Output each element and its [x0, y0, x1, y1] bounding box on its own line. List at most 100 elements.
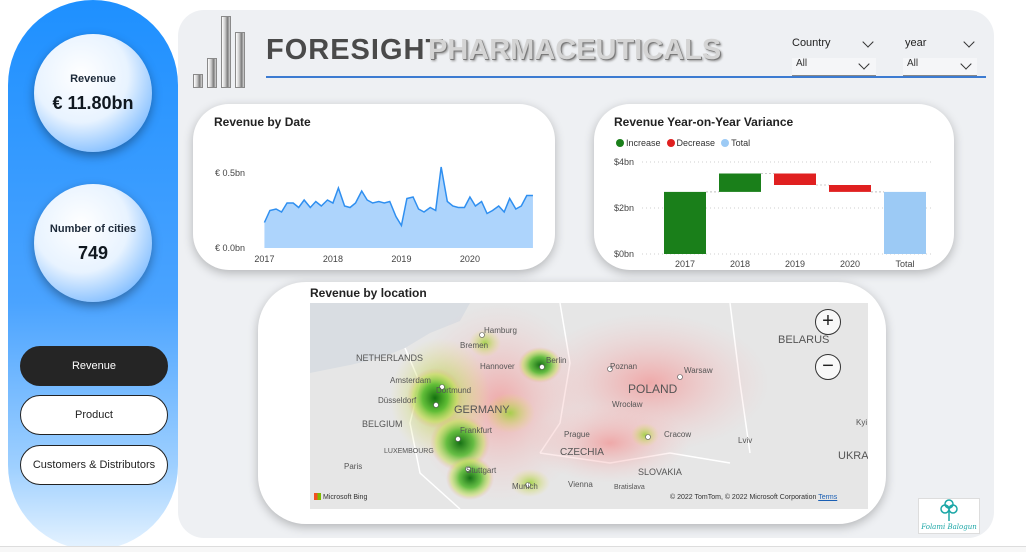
revenue-by-date-chart[interactable]: € 0.5bn € 0.0bn 2017 2018 2019 2020	[193, 104, 555, 270]
slicer-country-label: Country	[792, 37, 831, 49]
map-canvas[interactable]: Hamburg Bremen Hannover Berlin NETHERLAN…	[310, 303, 868, 509]
data-point	[331, 201, 335, 205]
nav-customers-button[interactable]: Customers & Distributors	[20, 445, 168, 485]
waterfall-bar	[664, 191, 706, 254]
map-label: Amsterdam	[390, 376, 431, 385]
x-tick-label: 2018	[323, 254, 343, 264]
map-label: UKRA	[838, 450, 868, 462]
waterfall-bar	[719, 173, 761, 192]
legend-total[interactable]: Total	[721, 138, 750, 148]
data-point	[382, 201, 386, 205]
data-point	[485, 212, 489, 216]
map-zoom-in-button[interactable]: +	[815, 309, 841, 335]
map-zoom-out-button[interactable]: −	[815, 354, 841, 380]
map-sea	[310, 303, 470, 373]
data-point	[399, 224, 403, 228]
map-label: Dortmund	[436, 386, 471, 395]
x-tick-label: 2020	[840, 259, 860, 269]
x-tick-label: 2020	[460, 254, 480, 264]
legend-decrease[interactable]: Decrease	[666, 138, 715, 148]
map-label: Stuttgart	[466, 466, 497, 475]
map-terms-link[interactable]: Terms	[818, 494, 838, 501]
city-marker[interactable]	[439, 384, 445, 390]
data-point	[456, 206, 460, 210]
map-label: Kyi	[856, 418, 867, 427]
revenue-map[interactable]: Hamburg Bremen Hannover Berlin NETHERLAN…	[310, 303, 868, 509]
map-bing-credit: Microsoft Bing	[314, 493, 367, 501]
data-point	[336, 186, 340, 190]
data-point	[451, 204, 455, 208]
x-tick-label: 2019	[391, 254, 411, 264]
city-marker[interactable]	[479, 332, 485, 338]
slicer-year-dropdown[interactable]: All	[903, 58, 977, 76]
data-point	[428, 206, 432, 210]
signature-text: Folami Balogun	[921, 523, 977, 531]
kpi-revenue-value: € 11.80bn	[52, 92, 134, 113]
data-point	[274, 207, 278, 211]
slicer-country-dropdown[interactable]: All	[792, 58, 876, 76]
map-label: BELARUS	[778, 334, 829, 346]
city-marker[interactable]	[525, 482, 531, 488]
data-point	[462, 206, 466, 210]
legend-increase[interactable]: Increase	[616, 138, 661, 148]
data-point	[365, 198, 369, 202]
revenue-by-date-title: Revenue by Date	[214, 115, 311, 129]
data-point	[325, 198, 329, 202]
slicer-country-value: All	[796, 58, 808, 69]
data-point	[371, 201, 375, 205]
kpi-revenue-label: Revenue	[70, 72, 116, 85]
city-marker[interactable]	[433, 402, 439, 408]
brand-name-foresight: FORESIGHT	[266, 34, 445, 66]
data-point	[514, 207, 518, 211]
x-tick-label: Total	[895, 259, 914, 269]
slicer-year-label: year	[905, 37, 927, 49]
map-label: Bremen	[460, 341, 488, 350]
data-point	[411, 195, 415, 199]
data-point	[525, 194, 529, 198]
data-point	[508, 197, 512, 201]
map-copyright: © 2022 TomTom, © 2022 Microsoft Corporat…	[670, 494, 838, 501]
data-point	[405, 197, 409, 201]
map-label: Düsseldorf	[378, 396, 417, 405]
map-label: Bratislava	[614, 484, 645, 491]
x-tick-label: 2018	[730, 259, 750, 269]
yoy-variance-chart[interactable]: $4bn $2bn $0bn 2017 2018 2019 2020 Total	[594, 104, 954, 270]
area-fill	[264, 167, 533, 248]
logo-bars-icon	[193, 16, 259, 88]
data-point	[297, 206, 301, 210]
data-point	[343, 204, 347, 208]
brand-name-pharmaceuticals: PHARMACEUTICALS	[428, 34, 722, 66]
x-tick-label: 2017	[254, 254, 274, 264]
city-marker[interactable]	[607, 366, 613, 372]
kpi-cities-value: 749	[77, 242, 109, 263]
data-point	[497, 204, 501, 208]
header-divider	[266, 76, 986, 78]
waterfall-bar	[884, 191, 926, 254]
data-point	[319, 204, 323, 208]
map-label: SLOVAKIA	[638, 467, 682, 477]
map-label: Prague	[564, 430, 590, 439]
city-marker[interactable]	[455, 436, 461, 442]
map-label: LUXEMBOURG	[384, 448, 434, 455]
map-label: Warsaw	[684, 366, 713, 375]
map-label: Lviv	[738, 436, 752, 445]
signature-logo-icon	[940, 499, 958, 521]
data-point	[360, 189, 364, 193]
nav-revenue-button[interactable]: Revenue	[20, 346, 168, 386]
waterfall-bar	[829, 185, 871, 192]
city-marker[interactable]	[539, 364, 545, 370]
data-point	[302, 198, 306, 202]
map-label: Vienna	[568, 480, 593, 489]
data-point	[354, 201, 358, 205]
map-label: BELGIUM	[362, 419, 403, 429]
city-marker[interactable]	[465, 466, 471, 472]
data-point	[262, 221, 266, 225]
city-marker[interactable]	[677, 374, 683, 380]
city-marker[interactable]	[645, 434, 651, 440]
data-point	[445, 200, 449, 204]
data-point	[348, 206, 352, 210]
data-point	[308, 206, 312, 210]
nav-product-button[interactable]: Product	[20, 395, 168, 435]
kpi-cities: Number of cities 749	[34, 184, 152, 302]
